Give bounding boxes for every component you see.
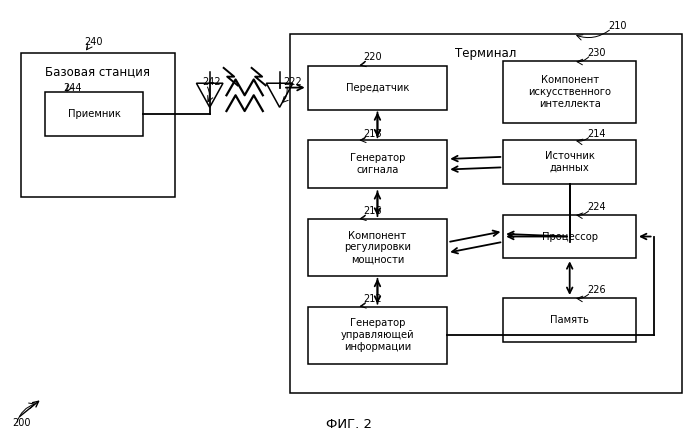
Text: 216: 216 — [363, 206, 382, 216]
Text: Приемник: Приемник — [68, 109, 121, 119]
Bar — [308, 66, 447, 110]
Text: Компонент
регулировки
мощности: Компонент регулировки мощности — [344, 231, 411, 264]
Text: Процессор: Процессор — [542, 232, 598, 241]
Text: Компонент
искусственного
интеллекта: Компонент искусственного интеллекта — [528, 75, 611, 109]
Text: 244: 244 — [63, 83, 81, 92]
Text: 224: 224 — [587, 202, 606, 212]
Bar — [290, 34, 682, 393]
Text: Память: Память — [550, 315, 589, 325]
Text: 212: 212 — [363, 294, 382, 304]
Text: 222: 222 — [283, 78, 302, 87]
Bar — [45, 92, 143, 136]
Text: Генератор
управляющей
информации: Генератор управляющей информации — [340, 318, 415, 352]
Text: Генератор
сигнала: Генератор сигнала — [350, 153, 405, 175]
Text: 240: 240 — [84, 37, 102, 46]
Text: 210: 210 — [608, 21, 626, 31]
Text: 220: 220 — [363, 52, 382, 62]
Text: 226: 226 — [587, 285, 606, 295]
Text: Базовая станция: Базовая станция — [45, 66, 150, 79]
Bar — [503, 298, 636, 342]
Bar — [308, 140, 447, 188]
Text: 242: 242 — [203, 78, 222, 87]
Text: 214: 214 — [587, 129, 605, 138]
Text: 218: 218 — [363, 129, 382, 138]
Bar — [308, 219, 447, 276]
Text: Терминал: Терминал — [455, 47, 517, 60]
Text: Источник
данных: Источник данных — [545, 151, 595, 173]
Text: ФИГ. 2: ФИГ. 2 — [326, 418, 373, 431]
Bar — [503, 61, 636, 123]
Bar — [21, 53, 175, 197]
Bar — [503, 140, 636, 184]
Bar — [503, 215, 636, 258]
Text: 230: 230 — [587, 48, 605, 57]
Bar — [308, 307, 447, 364]
Text: Передатчик: Передатчик — [346, 83, 409, 92]
Text: 200: 200 — [13, 418, 31, 427]
